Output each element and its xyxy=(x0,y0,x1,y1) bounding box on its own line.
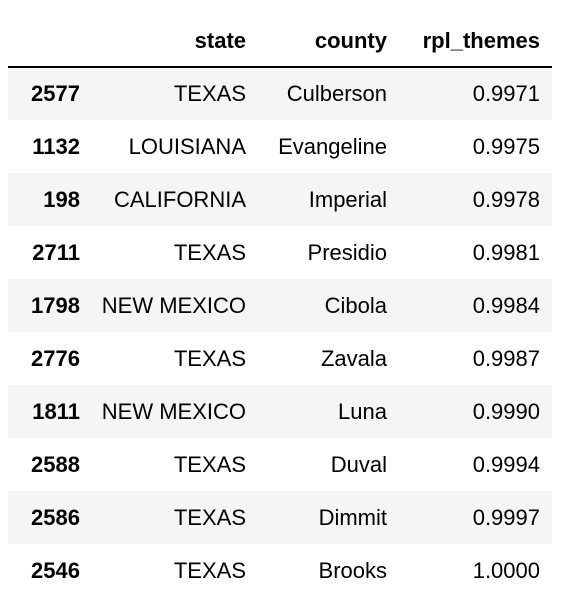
table-body: 2577 TEXAS Culberson 0.9971 1132 LOUISIA… xyxy=(8,67,552,597)
row-index: 2546 xyxy=(31,557,80,583)
table-row: 2776 TEXAS Zavala 0.9987 xyxy=(8,332,552,385)
rpl-themes-cell: 0.9997 xyxy=(472,504,540,530)
table-row: 2577 TEXAS Culberson 0.9971 xyxy=(8,67,552,120)
state-cell: TEXAS xyxy=(173,345,246,371)
dataframe-output: state county rpl_themes 2577 TEXAS Culbe… xyxy=(8,16,552,597)
county-cell: Luna xyxy=(338,398,387,424)
rpl-themes-cell: 0.9994 xyxy=(472,451,540,477)
state-column-header: state xyxy=(82,16,258,68)
row-index: 1132 xyxy=(32,133,80,159)
dataframe-table: state county rpl_themes 2577 TEXAS Culbe… xyxy=(8,16,552,597)
row-index: 198 xyxy=(43,186,80,212)
row-index: 1798 xyxy=(31,292,80,318)
row-index: 2776 xyxy=(31,345,80,371)
row-index: 2586 xyxy=(31,504,80,530)
county-cell: Evangeline xyxy=(278,133,387,159)
table-row: 198 CALIFORNIA Imperial 0.9978 xyxy=(8,173,552,226)
table-row: 2546 TEXAS Brooks 1.0000 xyxy=(8,544,552,597)
county-cell: Brooks xyxy=(318,557,387,583)
state-cell: NEW MEXICO xyxy=(101,292,246,318)
state-cell: TEXAS xyxy=(173,451,246,477)
rpl-themes-cell: 0.9984 xyxy=(472,292,540,318)
state-cell: CALIFORNIA xyxy=(113,186,246,212)
state-cell: NEW MEXICO xyxy=(101,398,246,424)
state-cell: LOUISIANA xyxy=(128,133,246,159)
county-cell: Culberson xyxy=(286,81,387,106)
county-cell: Dimmit xyxy=(318,504,387,530)
rpl-themes-cell: 0.9987 xyxy=(472,345,540,371)
table-row: 2711 TEXAS Presidio 0.9981 xyxy=(8,226,552,279)
county-cell: Imperial xyxy=(308,186,387,212)
county-cell: Cibola xyxy=(324,292,387,318)
state-cell: TEXAS xyxy=(173,81,246,106)
table-row: 1798 NEW MEXICO Cibola 0.9984 xyxy=(8,279,552,332)
county-cell: Presidio xyxy=(307,239,387,265)
table-row: 1811 NEW MEXICO Luna 0.9990 xyxy=(8,385,552,438)
index-column-header xyxy=(8,16,82,68)
row-index: 2711 xyxy=(32,239,80,265)
county-cell: Zavala xyxy=(320,345,387,371)
rpl-themes-column-header: rpl_themes xyxy=(399,16,552,68)
row-index: 1811 xyxy=(32,398,80,424)
county-cell: Duval xyxy=(330,451,387,477)
table-row: 2588 TEXAS Duval 0.9994 xyxy=(8,438,552,491)
table-row: 2586 TEXAS Dimmit 0.9997 xyxy=(8,491,552,544)
state-cell: TEXAS xyxy=(173,557,246,583)
rpl-themes-cell: 0.9978 xyxy=(472,186,540,212)
table-row: 1132 LOUISIANA Evangeline 0.9975 xyxy=(8,120,552,173)
rpl-themes-cell: 0.9971 xyxy=(472,81,540,106)
rpl-themes-cell: 0.9981 xyxy=(472,239,540,265)
header-row: state county rpl_themes xyxy=(8,16,552,68)
state-cell: TEXAS xyxy=(173,239,246,265)
rpl-themes-cell: 1.0000 xyxy=(472,557,540,583)
rpl-themes-cell: 0.9975 xyxy=(472,133,540,159)
county-column-header: county xyxy=(258,16,399,68)
row-index: 2577 xyxy=(31,81,80,106)
row-index: 2588 xyxy=(31,451,80,477)
state-cell: TEXAS xyxy=(173,504,246,530)
rpl-themes-cell: 0.9990 xyxy=(472,398,540,424)
table-header: state county rpl_themes xyxy=(8,16,552,68)
